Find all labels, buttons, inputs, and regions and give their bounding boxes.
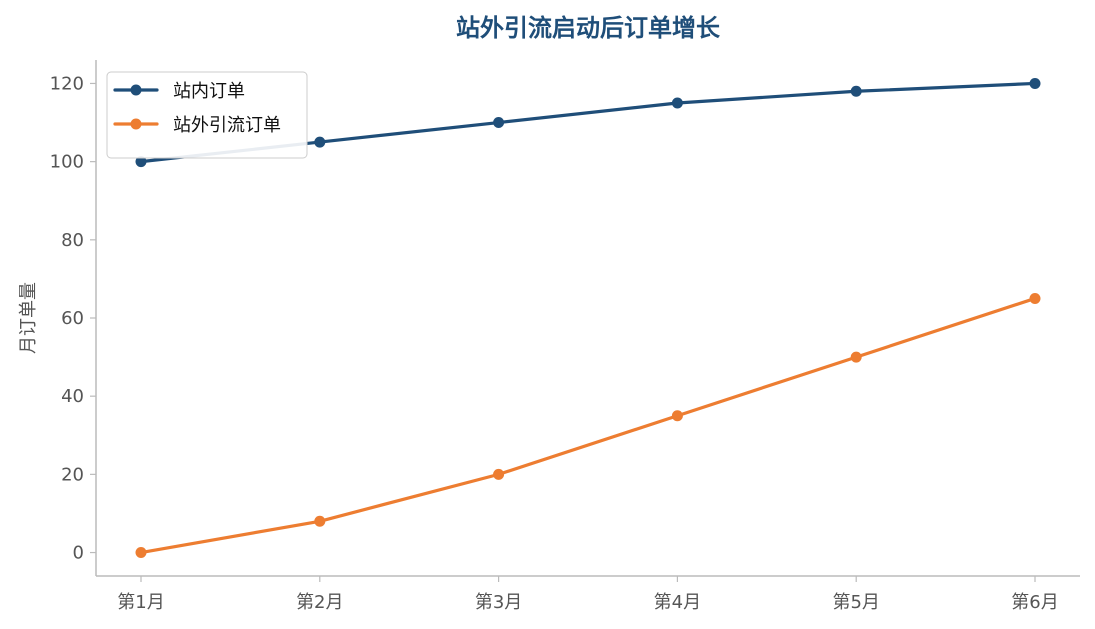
series-2-point (135, 547, 147, 559)
series-1-point (850, 85, 862, 97)
x-tick-label: 第4月 (654, 592, 701, 613)
y-tick-label: 120 (50, 73, 84, 94)
legend-swatch-marker-1 (130, 84, 142, 96)
y-tick-label: 40 (61, 386, 84, 407)
series-2-point (314, 515, 326, 527)
series-1-point (493, 117, 505, 129)
chart-title: 站外引流启动后订单增长 (456, 14, 721, 42)
series-2-point (850, 351, 862, 363)
series-1-point (314, 136, 326, 148)
series-2-point (493, 468, 505, 480)
series-1-point (135, 156, 147, 168)
x-tick-label: 第3月 (475, 592, 522, 613)
series-1-point (671, 97, 683, 109)
x-tick-label: 第6月 (1011, 592, 1058, 613)
x-tick-label: 第2月 (296, 592, 343, 613)
legend-label-2: 站外引流订单 (173, 115, 281, 136)
series-2-point (1029, 292, 1041, 304)
series-2-point (671, 410, 683, 422)
y-axis-title: 月订单量 (18, 282, 39, 354)
y-tick-label: 60 (61, 308, 84, 329)
series-line-2 (139, 296, 1037, 555)
legend-swatch-marker-2 (130, 118, 142, 130)
y-tick-label: 20 (61, 464, 84, 485)
legend-box (106, 71, 308, 159)
y-tick-label: 80 (61, 230, 84, 251)
series-1-point (1029, 77, 1041, 89)
y-tick-label: 0 (73, 543, 84, 564)
plot-area: 0 20 40 60 80 100 120 第1月 第2月 第3月 第4月 第5月 第6月 (50, 60, 1080, 613)
x-tick-label: 第5月 (832, 592, 879, 613)
x-tick-label: 第1月 (117, 592, 164, 613)
y-tick-label: 100 (50, 152, 84, 173)
legend-label-1: 站内订单 (173, 81, 245, 102)
